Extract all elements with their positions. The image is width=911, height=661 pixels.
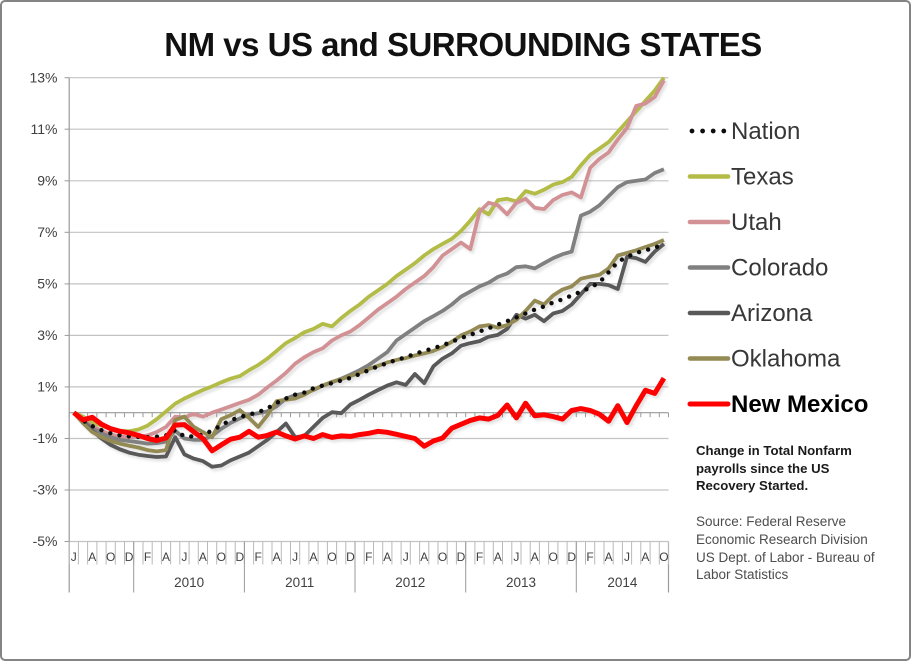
svg-text:J: J bbox=[624, 550, 630, 564]
svg-text:D: D bbox=[457, 550, 466, 564]
svg-text:O: O bbox=[659, 550, 668, 564]
svg-text:D: D bbox=[125, 550, 134, 564]
svg-text:7%: 7% bbox=[37, 224, 57, 240]
svg-text:Oklahoma: Oklahoma bbox=[731, 346, 841, 373]
svg-text:A: A bbox=[273, 550, 281, 564]
svg-text:-5%: -5% bbox=[33, 533, 58, 549]
svg-text:A: A bbox=[420, 550, 428, 564]
svg-text:A: A bbox=[605, 550, 613, 564]
svg-text:5%: 5% bbox=[37, 276, 57, 292]
svg-text:Nation: Nation bbox=[731, 118, 800, 145]
svg-text:2014: 2014 bbox=[607, 575, 638, 590]
svg-text:2012: 2012 bbox=[395, 575, 425, 590]
svg-text:J: J bbox=[71, 550, 77, 564]
svg-text:F: F bbox=[144, 550, 151, 564]
svg-text:O: O bbox=[438, 550, 447, 564]
svg-text:Arizona: Arizona bbox=[731, 300, 813, 327]
svg-text:2013: 2013 bbox=[506, 575, 536, 590]
svg-text:2011: 2011 bbox=[285, 575, 314, 590]
svg-text:O: O bbox=[549, 550, 558, 564]
svg-text:J: J bbox=[181, 550, 187, 564]
svg-text:-1%: -1% bbox=[33, 430, 58, 446]
svg-text:A: A bbox=[309, 550, 317, 564]
svg-text:3%: 3% bbox=[37, 327, 57, 343]
svg-text:1%: 1% bbox=[37, 379, 57, 395]
svg-text:Utah: Utah bbox=[731, 209, 782, 236]
svg-text:A: A bbox=[383, 550, 391, 564]
svg-text:D: D bbox=[567, 550, 576, 564]
svg-text:O: O bbox=[217, 550, 226, 564]
svg-text:O: O bbox=[106, 550, 115, 564]
svg-text:13%: 13% bbox=[29, 69, 57, 85]
svg-text:F: F bbox=[586, 550, 593, 564]
svg-text:A: A bbox=[199, 550, 207, 564]
svg-text:A: A bbox=[494, 550, 502, 564]
svg-text:J: J bbox=[292, 550, 298, 564]
svg-text:A: A bbox=[531, 550, 539, 564]
svg-text:D: D bbox=[235, 550, 244, 564]
svg-text:D: D bbox=[346, 550, 355, 564]
svg-text:F: F bbox=[476, 550, 483, 564]
svg-text:A: A bbox=[162, 550, 170, 564]
svg-text:Texas: Texas bbox=[731, 164, 794, 191]
svg-text:Colorado: Colorado bbox=[731, 255, 828, 282]
svg-text:11%: 11% bbox=[31, 121, 58, 137]
svg-text:9%: 9% bbox=[37, 173, 57, 189]
svg-text:F: F bbox=[365, 550, 372, 564]
svg-text:J: J bbox=[513, 550, 519, 564]
svg-text:J: J bbox=[403, 550, 409, 564]
svg-text:F: F bbox=[255, 550, 262, 564]
svg-text:A: A bbox=[88, 550, 96, 564]
svg-text:A: A bbox=[641, 550, 649, 564]
svg-text:2010: 2010 bbox=[174, 575, 204, 590]
svg-text:-3%: -3% bbox=[33, 482, 58, 498]
svg-text:New Mexico: New Mexico bbox=[731, 391, 868, 418]
svg-text:O: O bbox=[327, 550, 336, 564]
